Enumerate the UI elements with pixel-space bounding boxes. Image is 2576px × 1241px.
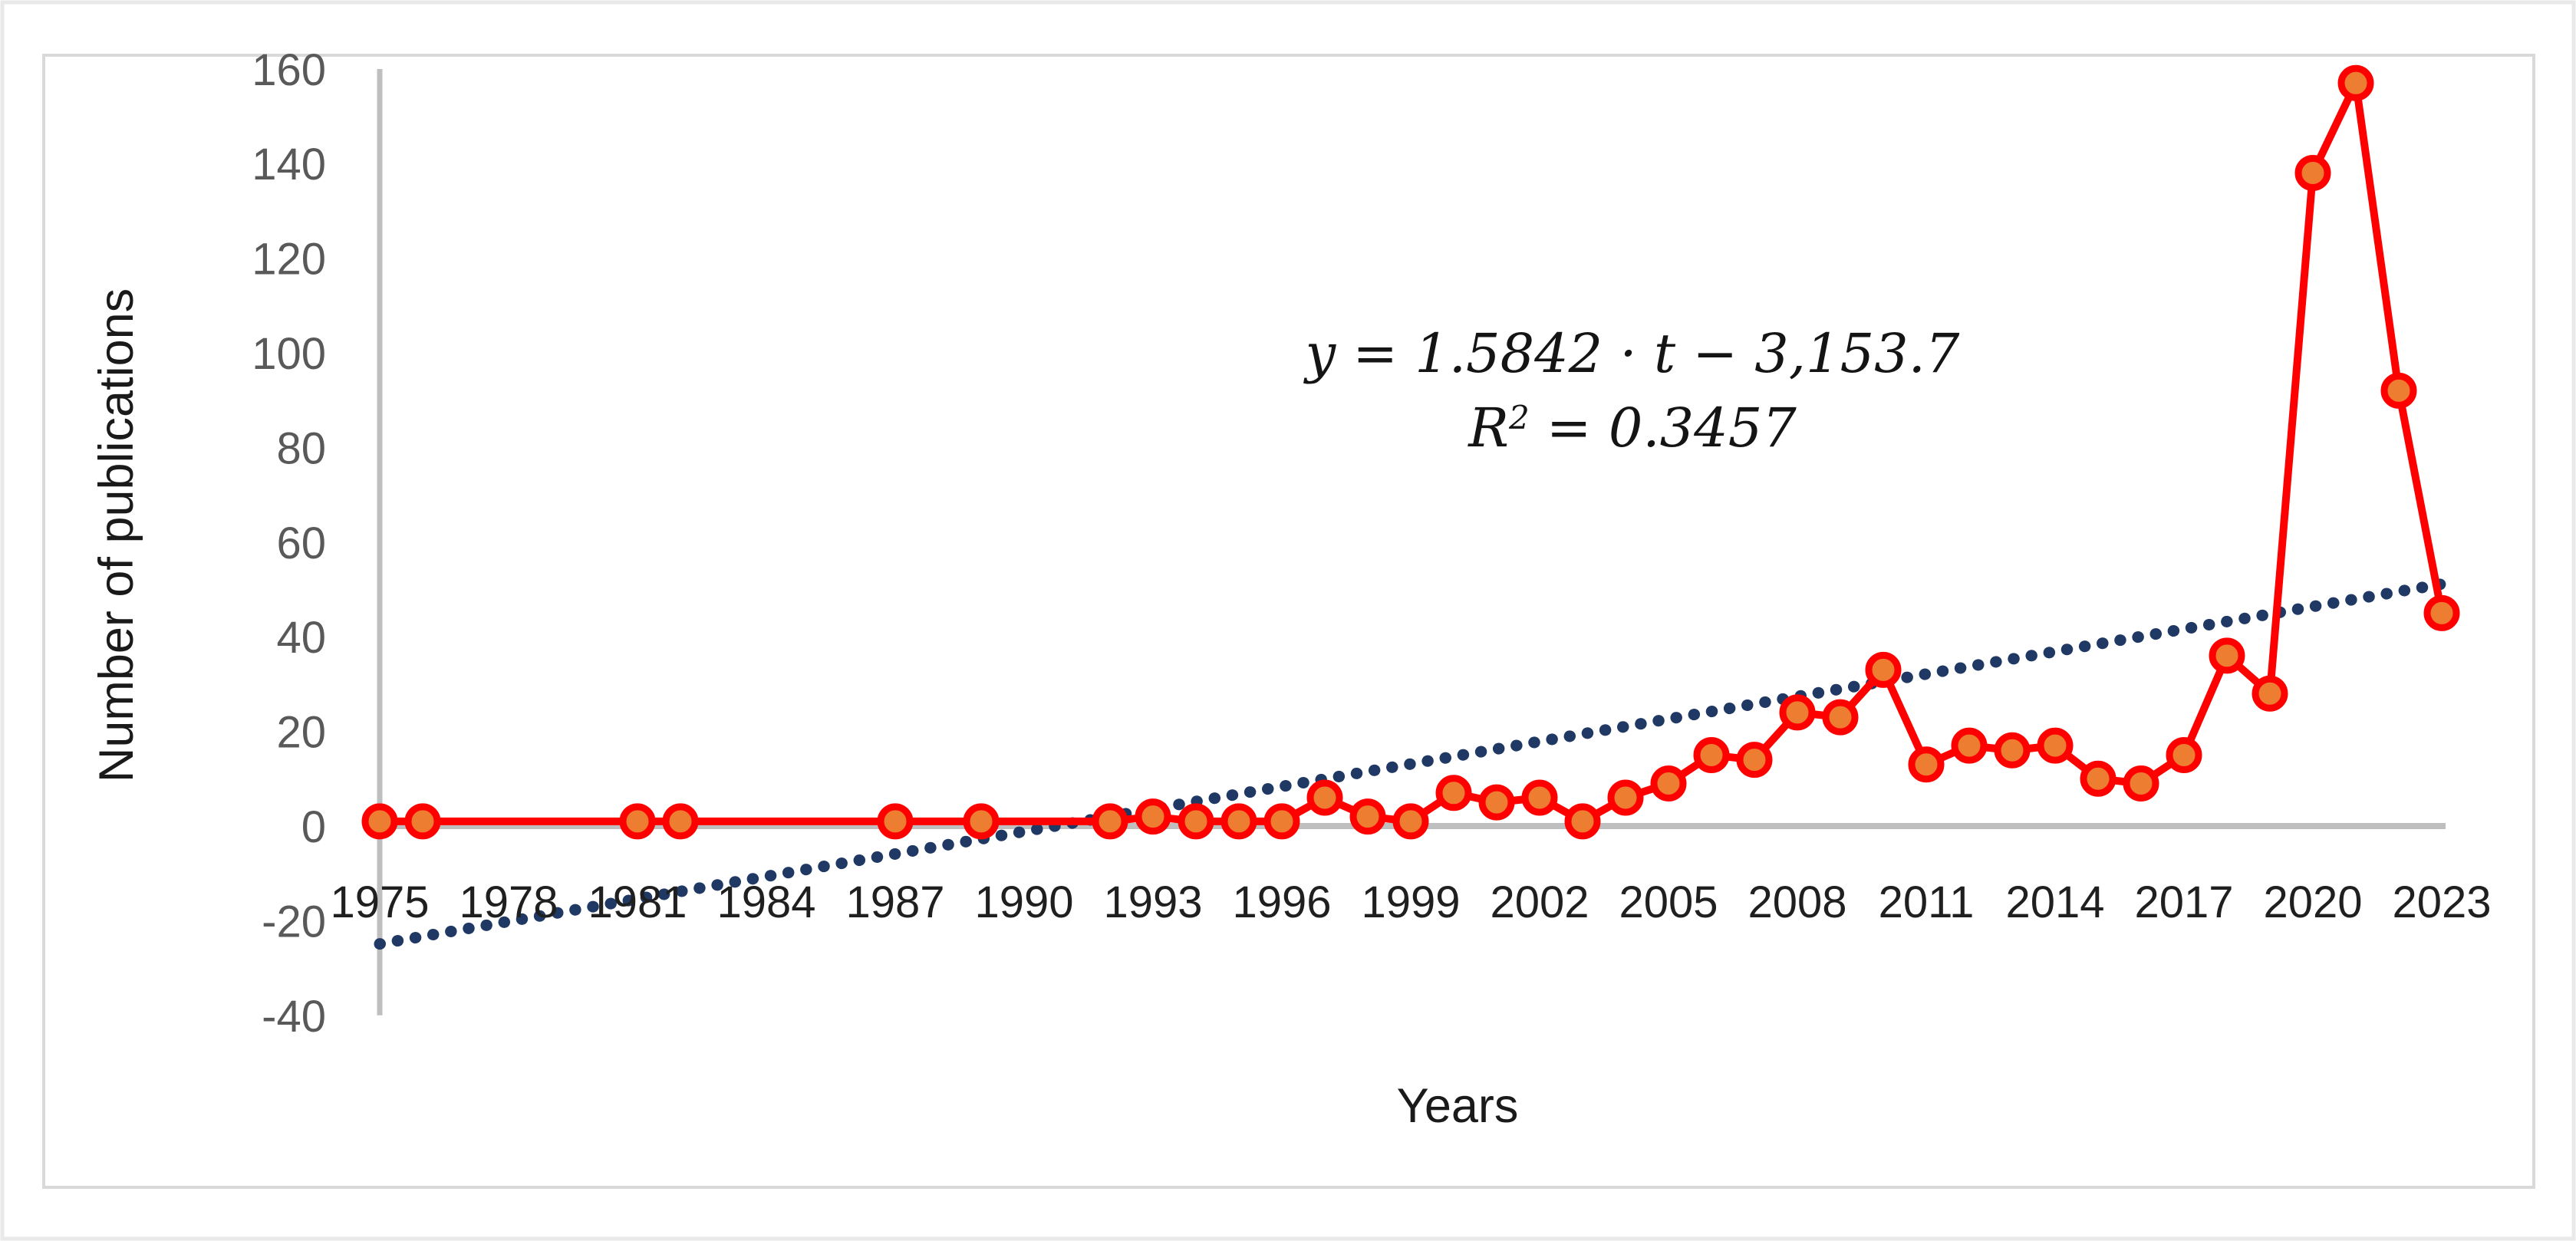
data-point-2019 [2252,675,2288,712]
data-point-1995 [1220,803,1257,840]
data-point-2015 [2080,760,2116,797]
data-point-2008 [1779,694,1816,731]
data-point-2010 [1865,651,1902,688]
trendline-equation: y = 1.5842 · t − 3,153.7 R2 = 0.3457 [1306,317,1960,472]
data-point-2022 [2380,372,2417,409]
data-point-1989 [963,803,1000,840]
y-tick-label: 20 [276,708,326,758]
data-point-1975 [361,803,398,840]
data-point-1981 [619,803,656,840]
data-point-1998 [1349,798,1386,835]
x-tick-label: 1981 [588,877,687,927]
x-tick-label: 2014 [2005,877,2104,927]
data-point-2001 [1478,784,1515,821]
x-tick-label: 1990 [974,877,1073,927]
x-tick-label: 2002 [1490,877,1589,927]
data-point-1997 [1306,779,1343,816]
y-axis-title: Number of publications [90,288,143,783]
data-point-1976 [404,803,441,840]
data-point-2013 [1994,732,2031,769]
x-tick-label: 1993 [1103,877,1202,927]
data-point-2012 [1951,727,1988,764]
data-point-2020 [2294,155,2331,192]
data-point-2004 [1607,779,1644,816]
data-point-2017 [2166,736,2202,773]
r-squared-value: = 0.3457 [1529,397,1797,459]
data-point-2003 [1564,803,1601,840]
y-tick-label: 160 [252,45,326,95]
data-point-2023 [2423,594,2460,631]
data-point-2006 [1693,736,1730,773]
data-point-2018 [2209,637,2245,674]
data-point-2014 [2037,727,2074,764]
x-tick-label: 2005 [1619,877,1718,927]
y-tick-label: -40 [262,992,326,1042]
x-tick-label: 2017 [2134,877,2233,927]
x-tick-label: 2011 [1879,877,1975,927]
data-point-1987 [877,803,914,840]
y-tick-label: 140 [252,140,326,189]
data-point-2002 [1521,779,1558,816]
data-point-1996 [1263,803,1300,840]
y-tick-label: 120 [252,235,326,285]
y-tick-label: 100 [252,329,326,379]
r-squared-superscript: 2 [1508,398,1530,436]
data-point-2011 [1908,746,1945,783]
data-point-2021 [2337,64,2374,101]
x-tick-label: 2020 [2263,877,2362,927]
data-point-2000 [1435,775,1472,811]
y-tick-label: 40 [276,613,326,663]
trendline-equation-line1: y = 1.5842 · t − 3,153.7 [1305,322,1960,385]
trendline-r-squared: R2 = 0.3457 [1306,391,1960,472]
r-squared-base: R [1468,397,1509,459]
data-point-1993 [1135,798,1171,835]
data-point-2007 [1736,742,1773,779]
trendline-dotted [374,578,2448,950]
x-tick-label: 1984 [716,877,815,927]
data-point-2005 [1650,765,1687,802]
x-tick-label: 1978 [459,877,558,927]
data-point-1992 [1092,803,1128,840]
x-tick-label: 2023 [2392,877,2491,927]
y-tick-label: 0 [301,802,326,852]
data-point-1982 [662,803,699,840]
y-tick-label: 60 [276,518,326,568]
data-point-2009 [1822,699,1859,736]
y-tick-label: -20 [262,897,326,946]
x-tick-label: 1987 [845,877,944,927]
figure-border [42,54,2535,1189]
x-axis-title: Years [1396,1079,1519,1133]
data-point-2016 [2123,765,2159,802]
data-point-1994 [1178,803,1214,840]
x-tick-label: 1996 [1232,877,1331,927]
y-tick-label: 80 [276,423,326,473]
x-tick-label: 1975 [330,877,429,927]
data-point-1999 [1392,803,1429,840]
x-tick-label: 2008 [1748,877,1846,927]
x-tick-label: 1999 [1361,877,1460,927]
